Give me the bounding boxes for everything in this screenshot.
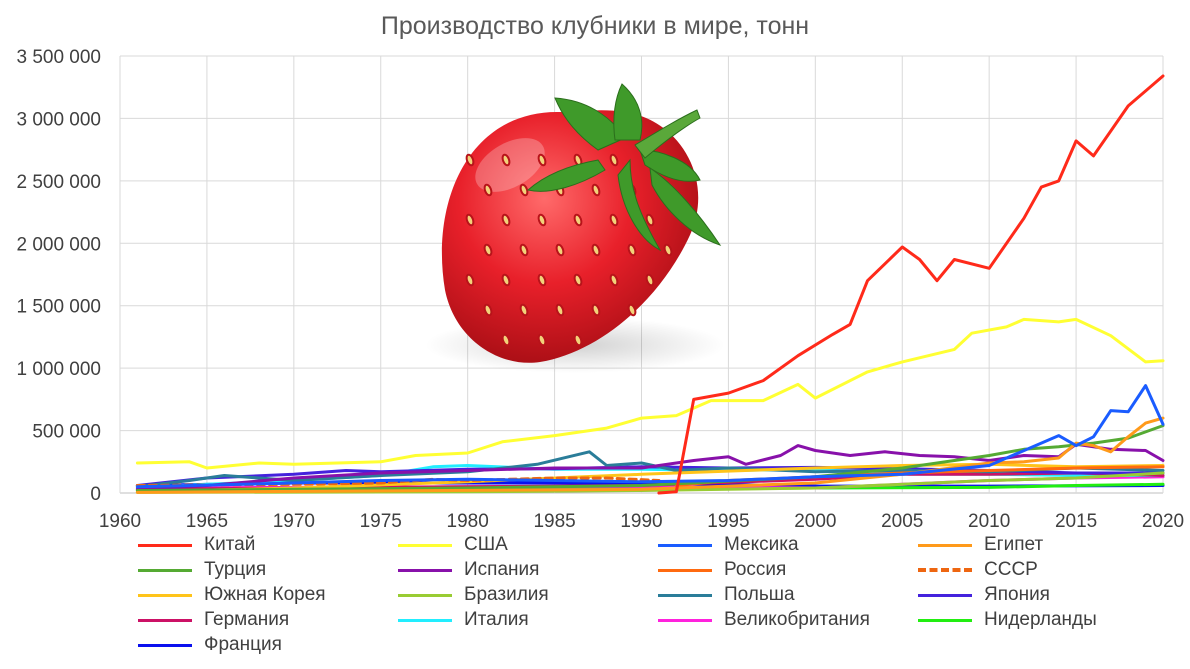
legend-label: Южная Корея [204, 584, 326, 605]
legend-label: Польша [724, 584, 795, 605]
legend-label: Мексика [724, 534, 799, 555]
legend-item: Германия [138, 608, 289, 632]
series-line [135, 384, 1165, 489]
y-tick-label: 2 000 000 [16, 234, 101, 255]
legend-label: Россия [724, 559, 787, 580]
y-tick-label: 0 [90, 484, 101, 505]
legend-swatch [658, 618, 712, 622]
legend-swatch [398, 568, 452, 572]
y-tick-label: 3 500 000 [16, 47, 101, 68]
series-line [135, 424, 1165, 492]
legend-label: СССР [984, 559, 1038, 580]
series-line [135, 462, 1165, 494]
legend-label: Турция [204, 559, 267, 580]
series-line [135, 416, 1165, 494]
legend-item: СССР [918, 558, 1038, 582]
legend-item: Турция [138, 558, 266, 582]
legend-item: Япония [918, 583, 1050, 607]
legend-item: Южная Корея [138, 583, 326, 607]
legend-swatch [918, 568, 972, 572]
legend-swatch [398, 593, 452, 597]
y-tick-label: 1 500 000 [16, 297, 101, 318]
legend-swatch [918, 543, 972, 547]
legend-swatch [398, 543, 452, 547]
x-tick-label: 2010 [968, 511, 1010, 532]
legend-swatch [138, 568, 192, 572]
series-line [135, 317, 1165, 470]
series-line [657, 74, 1165, 495]
legend-swatch [138, 618, 192, 622]
legend-label: Китай [204, 534, 256, 555]
legend-item: Египет [918, 533, 1043, 557]
legend-item: Великобритания [658, 608, 870, 632]
legend-label: Франция [204, 634, 282, 655]
legend-swatch [138, 543, 192, 547]
legend-label: США [464, 534, 508, 555]
legend-item: Польша [658, 583, 795, 607]
legend-swatch [658, 593, 712, 597]
x-tick-label: 1970 [273, 511, 315, 532]
x-tick-label: 2015 [1055, 511, 1097, 532]
x-tick-label: 1990 [620, 511, 662, 532]
legend-label: Великобритания [724, 609, 870, 630]
legend-item: Италия [398, 608, 529, 632]
strawberry-illustration [425, 83, 725, 373]
x-tick-label: 2020 [1142, 511, 1184, 532]
y-tick-label: 3 000 000 [16, 109, 101, 130]
y-tick-label: 500 000 [32, 422, 101, 443]
legend-label: Испания [464, 559, 540, 580]
legend-item: Нидерланды [918, 608, 1097, 632]
x-tick-label: 2000 [794, 511, 836, 532]
x-tick-label: 1985 [533, 511, 575, 532]
legend-label: Бразилия [464, 584, 549, 605]
y-tick-label: 1 000 000 [16, 359, 101, 380]
legend-swatch [918, 618, 972, 622]
legend-item: Испания [398, 558, 539, 582]
x-tick-label: 1980 [447, 511, 489, 532]
legend-item: США [398, 533, 508, 557]
legend-label: Италия [464, 609, 529, 630]
legend-label: Нидерланды [984, 609, 1097, 630]
legend-swatch [658, 568, 712, 572]
x-tick-label: 2005 [881, 511, 923, 532]
legend-label: Япония [984, 584, 1050, 605]
legend-item: Китай [138, 533, 255, 557]
legend-swatch [918, 593, 972, 597]
legend-label: Германия [204, 609, 290, 630]
legend-swatch [138, 643, 192, 647]
legend-swatch [398, 618, 452, 622]
series-layer [135, 74, 1165, 495]
x-tick-label: 1960 [99, 511, 141, 532]
x-tick-label: 1975 [360, 511, 402, 532]
legend-item: Бразилия [398, 583, 549, 607]
x-tick-label: 1965 [186, 511, 228, 532]
x-tick-label: 1995 [707, 511, 749, 532]
chart-title: Производство клубники в мире, тонн [380, 12, 810, 40]
legend-item: Мексика [658, 533, 799, 557]
legend-label: Египет [984, 534, 1044, 555]
legend-swatch [138, 593, 192, 597]
axis-labels: 0 500 000 1 000 000 1 500 000 2 000 000 2 500… [16, 47, 1184, 532]
legend-swatch [658, 543, 712, 547]
y-tick-label: 2 500 000 [16, 172, 101, 193]
legend-item: Россия [658, 558, 786, 582]
legend-item: Франция [138, 633, 282, 657]
